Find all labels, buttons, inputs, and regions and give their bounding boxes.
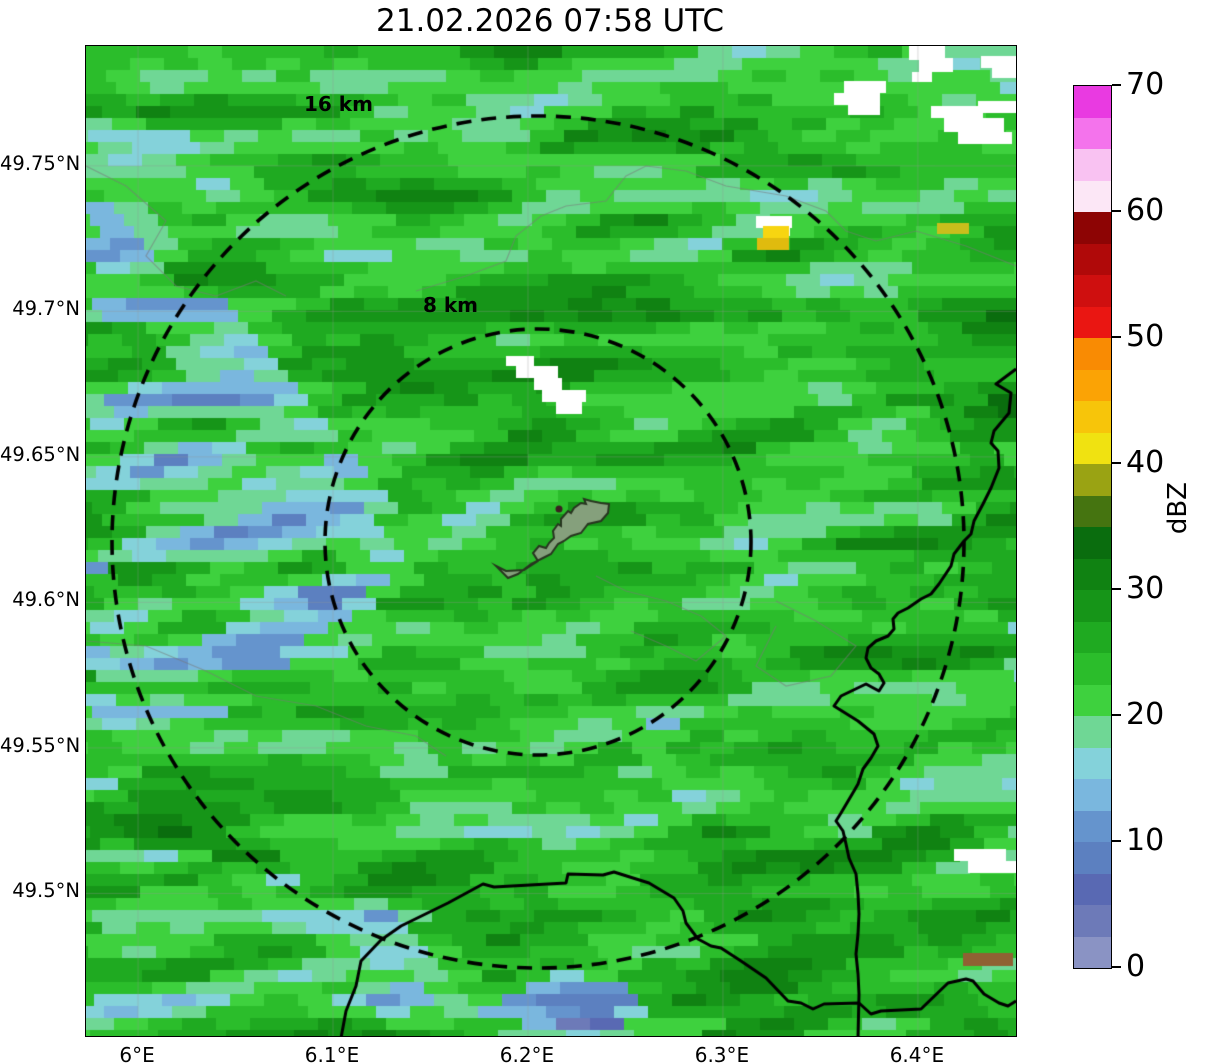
y-tick-label-1: 49.7°N: [12, 297, 80, 321]
colorbar-segment-27.5-30dbz: [1074, 590, 1111, 622]
colorbar-ticklabel-60: 60: [1126, 193, 1165, 228]
colorbar-ticklabel-50: 50: [1126, 319, 1165, 354]
colorbar-segment-0-2.5dbz: [1074, 936, 1111, 968]
range-ring-label-16km: 16 km: [304, 92, 373, 116]
colorbar-segment-17.5-20dbz: [1074, 716, 1111, 748]
colorbar-segment-12.5-15dbz: [1074, 779, 1111, 811]
colorbar-tickmark-70: [1112, 83, 1121, 87]
x-tick-label-3: 6.3°E: [694, 1043, 750, 1064]
x-tick-label-0: 6°E: [119, 1043, 155, 1064]
colorbar-segment-47.5-50dbz: [1074, 338, 1111, 370]
colorbar-ticklabel-30: 30: [1126, 571, 1165, 606]
colorbar-tickmark-40: [1112, 461, 1121, 465]
colorbar-segment-62.5-65dbz: [1074, 149, 1111, 181]
colorbar-segment-65-67.5dbz: [1074, 117, 1111, 149]
colorbar-tickmark-50: [1112, 335, 1121, 339]
colorbar-segment-52.5-55dbz: [1074, 275, 1111, 307]
colorbar-segment-5-7.5dbz: [1074, 873, 1111, 905]
colorbar-segment-50-52.5dbz: [1074, 306, 1111, 338]
colorbar-tickmark-20: [1112, 713, 1121, 717]
x-tick-label-1: 6.1°E: [304, 1043, 360, 1064]
y-tick-label-3: 49.6°N: [12, 588, 80, 612]
colorbar-segment-60-62.5dbz: [1074, 180, 1111, 212]
colorbar-tickmark-60: [1112, 209, 1121, 213]
colorbar-tickmark-10: [1112, 839, 1121, 843]
colorbar-segment-30-32.5dbz: [1074, 558, 1111, 590]
colorbar: [1073, 85, 1112, 969]
colorbar-segment-45-47.5dbz: [1074, 369, 1111, 401]
colorbar-axis-label: dBZ: [1163, 482, 1193, 535]
colorbar-segment-15-17.5dbz: [1074, 747, 1111, 779]
x-tick-label-2: 6.2°E: [499, 1043, 555, 1064]
colorbar-segment-22.5-25dbz: [1074, 653, 1111, 685]
colorbar-segment-42.5-45dbz: [1074, 401, 1111, 433]
colorbar-ticklabel-20: 20: [1126, 697, 1165, 732]
colorbar-ticklabel-0: 0: [1126, 949, 1146, 984]
colorbar-segment-57.5-60dbz: [1074, 212, 1111, 244]
colorbar-segment-37.5-40dbz: [1074, 464, 1111, 496]
y-tick-label-5: 49.5°N: [12, 879, 80, 903]
colorbar-ticklabel-10: 10: [1126, 823, 1165, 858]
colorbar-segment-25-27.5dbz: [1074, 621, 1111, 653]
colorbar-segment-10-12.5dbz: [1074, 810, 1111, 842]
y-tick-label-4: 49.55°N: [0, 733, 81, 757]
colorbar-ticklabel-40: 40: [1126, 445, 1165, 480]
colorbar-ticklabel-70: 70: [1126, 67, 1165, 102]
map-area: 16 km 8 km: [85, 45, 1017, 1037]
radar-reflectivity-canvas: [86, 46, 1016, 1036]
x-tick-label-4: 6.4°E: [889, 1043, 945, 1064]
colorbar-segment-2.5-5dbz: [1074, 905, 1111, 937]
colorbar-segment-7.5-10dbz: [1074, 842, 1111, 874]
colorbar-tickmark-0: [1112, 965, 1121, 969]
colorbar-segment-55-57.5dbz: [1074, 243, 1111, 275]
colorbar-segment-35-37.5dbz: [1074, 495, 1111, 527]
colorbar-segment-67.5-70dbz: [1074, 86, 1111, 118]
plot-title: 21.02.2026 07:58 UTC: [376, 3, 724, 39]
y-tick-label-0: 49.75°N: [0, 151, 81, 175]
colorbar-tickmark-30: [1112, 587, 1121, 591]
colorbar-segment-32.5-35dbz: [1074, 527, 1111, 559]
y-tick-label-2: 49.65°N: [0, 442, 81, 466]
colorbar-segment-20-22.5dbz: [1074, 684, 1111, 716]
colorbar-segment-40-42.5dbz: [1074, 432, 1111, 464]
range-ring-label-8km: 8 km: [423, 293, 479, 317]
